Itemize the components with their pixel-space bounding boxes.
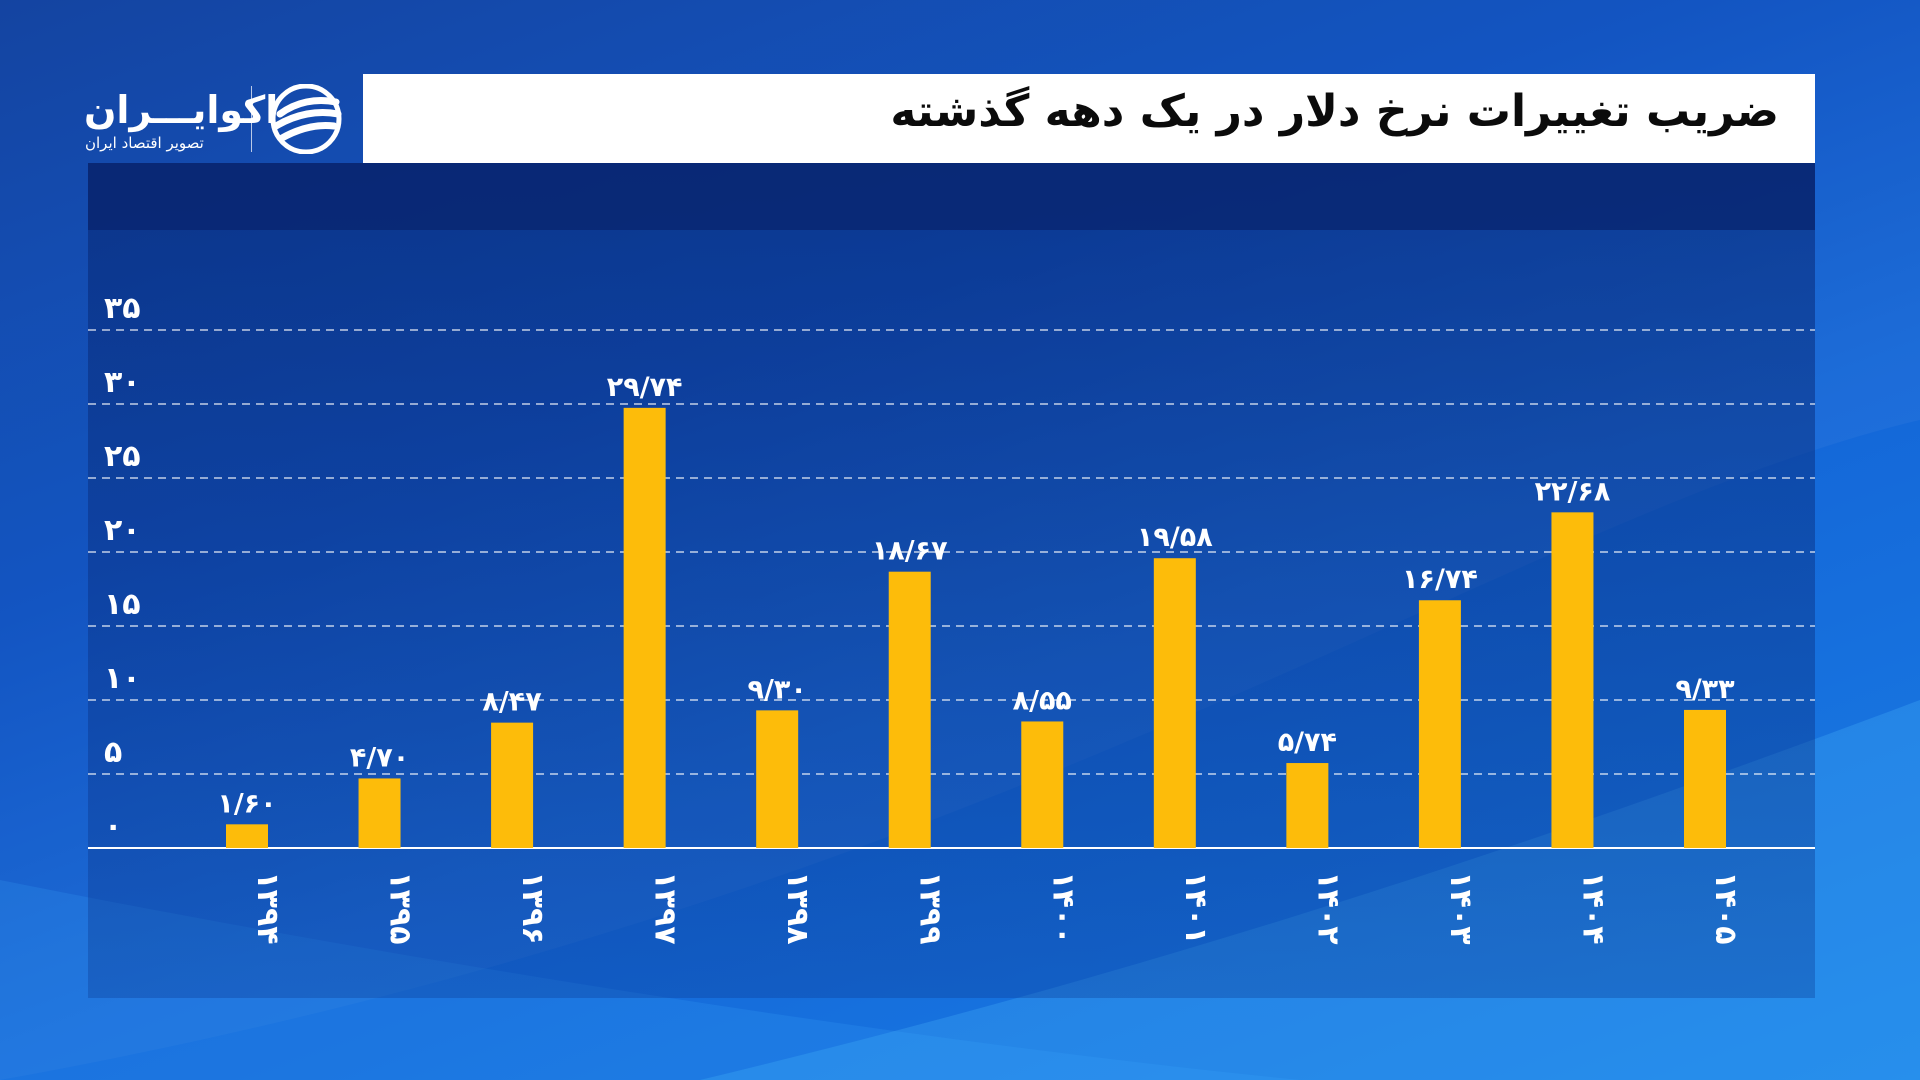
bar: [1286, 763, 1329, 848]
logo-divider: [251, 86, 252, 152]
x-tick-label: ۱۳۹۹: [913, 871, 948, 944]
logo: اکوایـــران تصویر اقتصاد ایران: [68, 74, 363, 163]
data-label: ۵/۷۴: [1278, 727, 1337, 758]
bar: [226, 824, 268, 848]
bar: [756, 710, 799, 848]
data-label: ۸/۴۷: [482, 687, 542, 718]
x-tick-label: ۱۳۹۷: [648, 871, 683, 944]
bar: [1684, 709, 1726, 848]
y-tick-label: ۱۰: [104, 661, 141, 696]
y-tick-label: ۲۰: [104, 513, 141, 548]
data-label: ۲۲/۶۸: [1535, 476, 1611, 507]
x-tick-label: ۱۴۰۲: [1310, 871, 1345, 944]
y-tick-label: ۳۰: [104, 365, 141, 400]
bar: [1153, 558, 1196, 848]
data-label: ۱۶/۷۴: [1402, 564, 1478, 595]
x-tick-label: ۱۴۰۵: [1708, 871, 1743, 944]
x-tick-label: ۱۴۰۰: [1045, 871, 1080, 944]
bar: [1418, 600, 1461, 848]
chart-panel: [88, 163, 1815, 998]
bar: [491, 722, 534, 848]
x-tick-label: ۱۳۹۸: [780, 871, 815, 944]
y-tick-label: ۳۵: [104, 291, 141, 326]
y-tick-label: ۱۵: [104, 587, 141, 622]
data-label: ۲۹/۷۴: [607, 372, 683, 403]
data-label: ۱/۶۰: [217, 788, 276, 819]
y-tick-label: ۵: [104, 735, 122, 770]
x-tick-label: ۱۴۰۴: [1575, 871, 1610, 944]
data-label: ۸/۵۵: [1013, 685, 1072, 716]
data-label: ۹/۳۳: [1675, 674, 1735, 705]
logo-subtitle: تصویر اقتصاد ایران: [85, 134, 204, 152]
logo-mark-icon: [270, 84, 342, 154]
bar: [1021, 721, 1064, 848]
bar: [888, 571, 931, 848]
data-label: ۹/۳۰: [748, 674, 807, 705]
data-label: ۱۹/۵۸: [1137, 522, 1213, 553]
bar: [1551, 512, 1594, 848]
chart-top-strip: [88, 163, 1815, 230]
y-tick-label: ۰: [104, 809, 122, 844]
logo-name: اکوایـــران: [84, 88, 279, 132]
x-tick-label: ۱۴۰۳: [1443, 871, 1478, 944]
bar: [623, 407, 666, 848]
x-tick-label: ۱۳۹۴: [250, 871, 285, 944]
y-tick-label: ۲۵: [104, 439, 141, 474]
data-label: ۱۸/۶۷: [872, 536, 948, 567]
x-tick-label: ۱۳۹۶: [515, 871, 550, 944]
x-tick-label: ۱۴۰۱: [1178, 871, 1213, 944]
bar: [358, 778, 401, 848]
data-label: ۴/۷۰: [350, 742, 409, 773]
x-tick-label: ۱۳۹۵: [383, 871, 418, 944]
title-bar: ضریب تغییرات نرخ دلار در یک دهه گذشته: [363, 74, 1815, 163]
page-title: ضریب تغییرات نرخ دلار در یک دهه گذشته: [890, 86, 1779, 137]
